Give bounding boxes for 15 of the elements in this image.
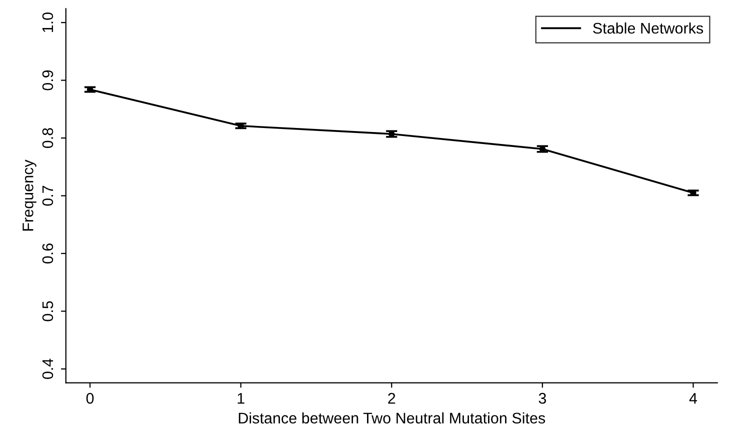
x-tick-label: 3: [538, 392, 546, 404]
y-tick-label: 1.0: [42, 12, 54, 32]
x-tick-label: 1: [238, 393, 244, 404]
x-tick-label: 0: [86, 392, 94, 404]
x-axis-title: Distance between Two Neutral Mutation Sites: [238, 412, 546, 424]
x-tick-label: 4: [689, 393, 698, 404]
y-tick-label: 0.7: [42, 186, 54, 206]
legend-label: Stable Networks: [593, 22, 704, 34]
y-tick-label: 0.4: [42, 358, 54, 379]
x-tick-label: 2: [388, 392, 396, 404]
y-tick-label: 0.8: [42, 128, 54, 148]
y-axis-title: Frequency: [22, 160, 36, 231]
y-tick-label: 0.5: [42, 301, 54, 322]
y-tick-label: 0.6: [42, 244, 54, 264]
y-tick-label: 0.9: [42, 70, 54, 90]
